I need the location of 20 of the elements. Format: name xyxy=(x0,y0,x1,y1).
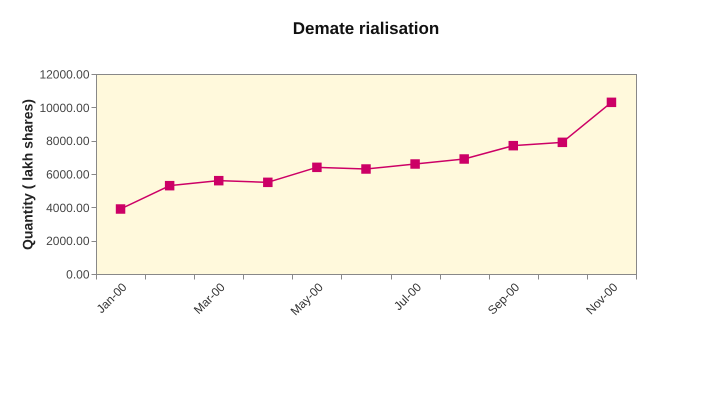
point xyxy=(558,138,568,148)
point xyxy=(116,204,126,214)
y-tick-label: 0.00 xyxy=(66,268,90,282)
point xyxy=(508,140,518,150)
point xyxy=(164,180,174,190)
point xyxy=(410,159,420,169)
y-tick-label: 6000.00 xyxy=(46,168,90,182)
y-axis-title: Quantity ( lakh shares) xyxy=(19,99,36,250)
y-tick-label: 2000.00 xyxy=(46,234,90,248)
point xyxy=(361,164,371,174)
point xyxy=(459,154,469,164)
chart-title: Demate rialisation xyxy=(292,19,440,38)
point xyxy=(214,176,224,186)
y-tick-label: 12000.00 xyxy=(39,68,90,82)
point xyxy=(606,98,616,108)
y-tick-label: 10000.00 xyxy=(39,100,90,115)
point xyxy=(263,178,273,188)
y-tick-label: 4000.00 xyxy=(46,200,90,215)
y-tick-label: 8000.00 xyxy=(46,134,90,148)
point xyxy=(312,162,322,172)
